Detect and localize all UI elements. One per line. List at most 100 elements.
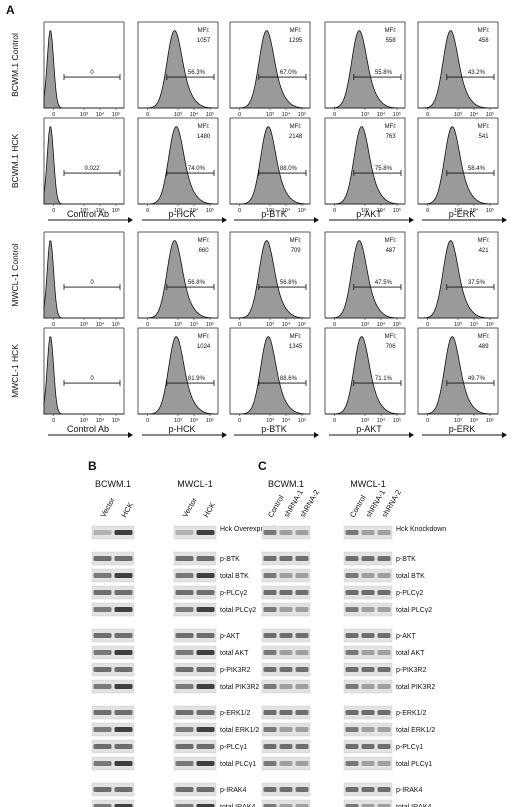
tick-label: 0 — [146, 112, 149, 118]
blot-band — [93, 684, 112, 689]
mfi-value: 706 — [386, 344, 397, 350]
histogram-curve — [325, 240, 405, 319]
blot-band — [93, 573, 112, 578]
histogram-curve — [325, 336, 405, 415]
row-label: MWCL-1 HCK — [10, 344, 20, 398]
tick-label: 10³ — [454, 208, 462, 214]
blot-band — [295, 804, 309, 807]
blot-band — [279, 761, 293, 766]
blot-strip — [261, 756, 311, 771]
tick-label: 10³ — [80, 418, 88, 424]
blot-strip — [173, 628, 217, 643]
tick-label: 10⁵ — [298, 321, 306, 328]
blot-strip — [343, 568, 393, 583]
blot-band — [279, 607, 293, 612]
axis-label: Control Ab — [67, 424, 109, 434]
western-blot-panel-c: BCWM.1ControlshRNA-1shRNA-2MWCL-1Control… — [261, 479, 446, 807]
tick-label: 0 — [333, 322, 336, 328]
histogram-curve — [230, 126, 310, 205]
blot-strip — [173, 756, 217, 771]
tick-label: 0 — [146, 418, 149, 424]
mfi-label: MFI: — [198, 334, 210, 340]
blot-band — [175, 650, 194, 655]
blot-label: total AKT — [396, 650, 425, 657]
blot-strip — [91, 782, 135, 797]
mfi-label: MFI: — [385, 124, 397, 130]
blot-band — [114, 804, 133, 807]
blot-band — [93, 787, 112, 792]
blot-band — [175, 556, 194, 561]
blot-strip — [343, 756, 393, 771]
tick-label: 10⁵ — [298, 417, 306, 424]
blot-band — [345, 556, 359, 561]
blot-band — [196, 633, 215, 638]
gate-percentage: 55.8% — [375, 70, 393, 76]
blot-band — [345, 744, 359, 749]
blot-strip — [91, 722, 135, 737]
blot-band — [196, 761, 215, 766]
blot-band — [196, 607, 215, 612]
blot-band — [295, 607, 309, 612]
blot-strip — [173, 525, 217, 540]
mfi-value: 2148 — [289, 134, 303, 140]
tick-label: 10⁴ — [96, 207, 105, 214]
blot-band — [263, 787, 277, 792]
axis-label: p-ERK — [449, 424, 476, 434]
blot-band — [196, 787, 215, 792]
blot-band — [93, 727, 112, 732]
blot-band — [345, 727, 359, 732]
blot-strip — [343, 645, 393, 660]
blot-band — [361, 744, 375, 749]
blot-label: total BTK — [220, 573, 249, 580]
histogram-curve — [325, 30, 405, 109]
blot-band — [377, 633, 391, 638]
gate-percentage: 88.6% — [280, 376, 298, 382]
tick-label: 10⁵ — [393, 111, 401, 118]
blot-band — [196, 556, 215, 561]
blot-band — [361, 787, 375, 792]
blot-strip — [343, 722, 393, 737]
blot-strip — [343, 679, 393, 694]
blot-band — [263, 530, 277, 535]
tick-label: 10⁴ — [96, 111, 105, 118]
axis-arrowhead — [314, 217, 319, 223]
blot-band — [263, 556, 277, 561]
blot-band — [93, 667, 112, 672]
blot-band — [377, 684, 391, 689]
blot-label: p-IRAK4 — [220, 787, 247, 794]
blot-label: p-PIK3R2 — [220, 667, 250, 674]
axis-label: p-BTK — [261, 424, 287, 434]
mfi-label: MFI: — [290, 334, 302, 340]
blot-band — [263, 667, 277, 672]
blot-band — [361, 710, 375, 715]
blot-band — [196, 650, 215, 655]
blot-band — [196, 684, 215, 689]
blot-strip — [91, 568, 135, 583]
blot-strip — [91, 602, 135, 617]
blot-band — [377, 710, 391, 715]
tick-label: 10³ — [174, 208, 182, 214]
gate-percentage: 56.8% — [188, 280, 206, 286]
lane-label: Vector — [180, 496, 199, 519]
blot-label: p-ERK1/2 — [396, 710, 426, 717]
tick-label: 10³ — [361, 112, 369, 118]
axis-arrowhead — [222, 217, 227, 223]
histogram-curve — [43, 239, 124, 319]
tick-label: 10⁵ — [298, 207, 306, 214]
histogram-curve — [138, 240, 218, 319]
tick-label: 10⁵ — [393, 321, 401, 328]
axis-label: p-AKT — [356, 424, 382, 434]
blot-band — [93, 804, 112, 807]
blot-band — [175, 573, 194, 578]
blot-band — [93, 530, 112, 535]
mfi-label: MFI: — [198, 124, 210, 130]
lane-label: HCK — [201, 501, 217, 519]
gate-percentage: 47.5% — [375, 280, 393, 286]
mfi-label: MFI: — [385, 334, 397, 340]
blot-strip — [261, 568, 311, 583]
blot-strip — [173, 722, 217, 737]
axis-arrowhead — [409, 217, 414, 223]
gate-percentage: 0.022 — [84, 166, 100, 172]
